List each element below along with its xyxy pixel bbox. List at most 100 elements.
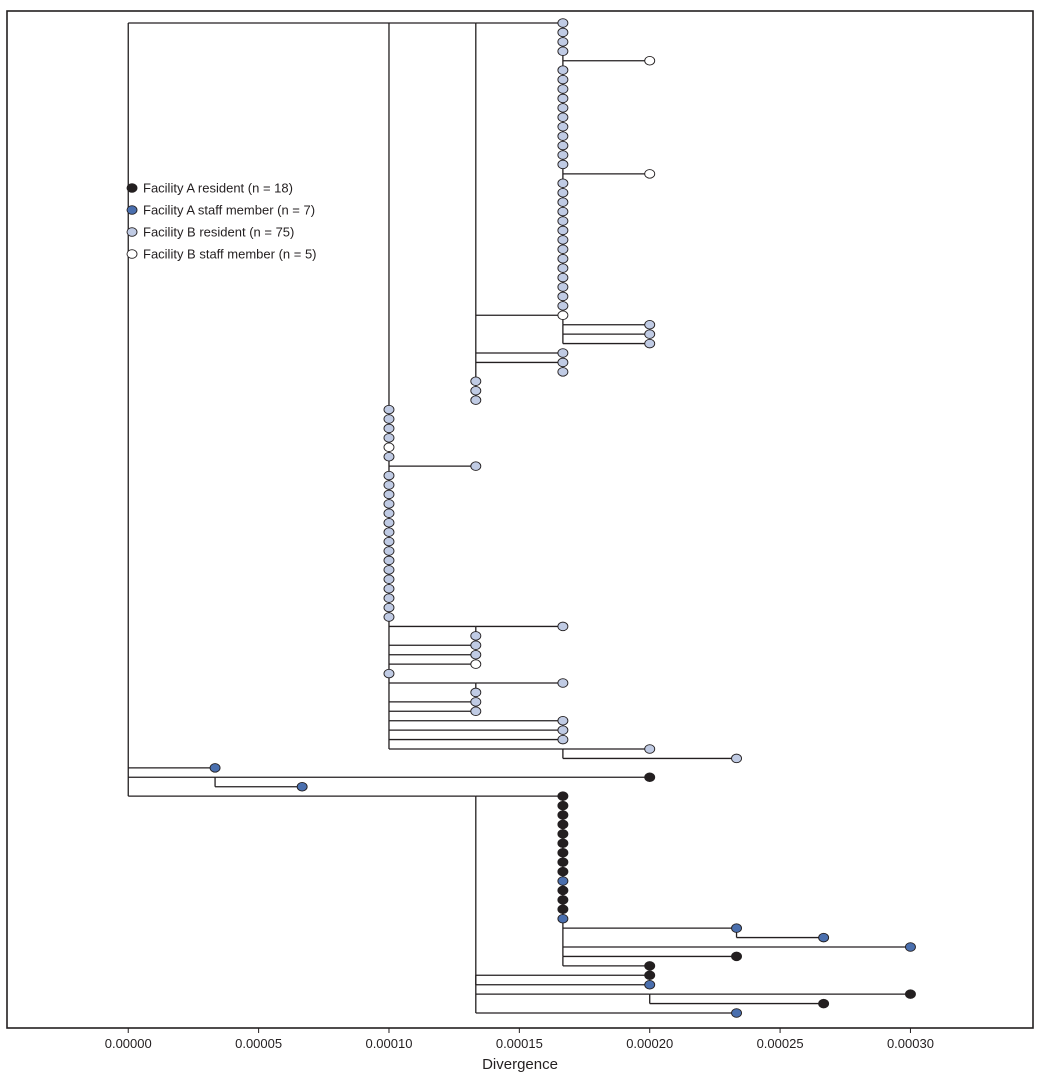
tip-a-res (557, 829, 569, 839)
tip-a-res (557, 847, 569, 858)
tip-a-staff (905, 942, 916, 952)
tip-b-res (470, 640, 482, 651)
tip-b-res (383, 470, 395, 481)
tip-b-res (557, 678, 569, 688)
tip-b-res (557, 46, 569, 57)
tip-b-staff (470, 659, 482, 669)
tip-b-res (383, 593, 395, 603)
tip-b-res (383, 451, 395, 462)
tip-b-res (644, 338, 656, 349)
legend-marker (126, 249, 138, 259)
tip-b-res (383, 565, 395, 575)
tip-b-res (470, 385, 482, 396)
tip-b-res (557, 715, 569, 726)
tip-b-res (383, 517, 395, 528)
tip-b-res (557, 291, 569, 302)
tip-b-staff (644, 169, 656, 179)
tip-a-res (557, 866, 569, 877)
tip-b-res (383, 480, 395, 490)
tree-tips (209, 18, 916, 1018)
tip-b-res (644, 744, 656, 754)
tip-b-res (557, 150, 569, 160)
tip-a-staff (644, 979, 656, 990)
tip-b-res (383, 546, 395, 556)
tip-a-res (557, 791, 569, 801)
tip-a-staff (296, 781, 308, 792)
tip-b-res (557, 103, 569, 113)
tip-b-res (383, 433, 395, 443)
tip-a-res (557, 857, 569, 867)
tip-b-res (383, 499, 395, 509)
tip-b-res (644, 319, 656, 330)
tip-b-res (557, 187, 569, 198)
tree-branches (127, 22, 911, 1014)
tip-a-staff (731, 1008, 742, 1018)
tip-a-res (557, 819, 569, 830)
tip-b-res (470, 706, 482, 717)
tip-a-res (905, 989, 916, 999)
legend-label: Facility B resident (n = 75) (143, 225, 294, 240)
tip-b-res (383, 423, 395, 434)
tip-b-res (731, 753, 742, 764)
tip-b-res (557, 121, 569, 132)
tip-b-res (557, 197, 569, 207)
tip-a-staff (731, 923, 742, 933)
tip-b-res (383, 527, 395, 537)
x-tick-label: 0.00020 (626, 1036, 673, 1051)
tip-b-res (557, 301, 569, 311)
x-tick-label: 0.00000 (105, 1036, 152, 1051)
tip-a-staff (818, 932, 830, 943)
x-axis: 0.00000 0.00005 0.00010 0.00015 0.00020 0.000… (105, 1028, 934, 1051)
tip-b-res (383, 489, 395, 500)
legend-label: Facility A resident (n = 18) (143, 181, 293, 196)
legend-label: Facility A staff member (n = 7) (143, 203, 315, 218)
tip-a-res (557, 885, 569, 896)
tip-b-res (383, 414, 395, 424)
tip-b-res (557, 272, 569, 283)
tip-b-res (557, 725, 569, 735)
legend-marker (126, 205, 138, 215)
tip-a-res (818, 998, 830, 1009)
tip-b-res (470, 697, 482, 707)
tip-b-res (557, 225, 569, 236)
tip-a-staff (557, 876, 569, 886)
tip-b-res (557, 159, 569, 170)
tip-b-res (470, 376, 482, 387)
tip-b-staff (383, 442, 395, 453)
tip-b-res (383, 583, 395, 594)
tip-a-res (557, 895, 569, 905)
tip-b-res (557, 282, 569, 292)
tip-b-res (383, 574, 395, 585)
x-axis-title: Divergence (482, 1056, 558, 1073)
tip-b-res (383, 555, 395, 566)
tip-b-res (383, 536, 395, 547)
tip-b-res (557, 74, 569, 85)
tip-b-res (557, 621, 569, 632)
tip-b-res (557, 367, 569, 377)
tip-b-res (383, 602, 395, 613)
tip-b-res (557, 734, 569, 745)
legend: Facility A resident (n = 18) Facility A s… (126, 181, 317, 262)
tip-b-res (557, 131, 569, 141)
tip-b-res (557, 93, 569, 104)
tip-b-res (557, 206, 569, 217)
x-tick-label: 0.00030 (887, 1036, 934, 1051)
x-tick-label: 0.00005 (235, 1036, 282, 1051)
tip-b-res (557, 178, 569, 189)
tip-b-res (557, 84, 569, 94)
tip-b-res (470, 687, 482, 698)
legend-label: Facility B staff member (n = 5) (143, 247, 317, 262)
tip-b-res (557, 65, 569, 75)
tip-b-res (557, 27, 569, 38)
tip-b-res (383, 612, 395, 622)
tip-a-res (557, 810, 569, 820)
tip-b-res (557, 235, 569, 245)
tip-b-staff (644, 55, 656, 66)
tip-b-res (557, 263, 569, 273)
tip-a-staff (209, 763, 221, 773)
legend-marker (126, 227, 138, 237)
tip-a-res (557, 838, 569, 849)
tip-b-res (383, 668, 395, 679)
tip-a-res (731, 951, 742, 962)
